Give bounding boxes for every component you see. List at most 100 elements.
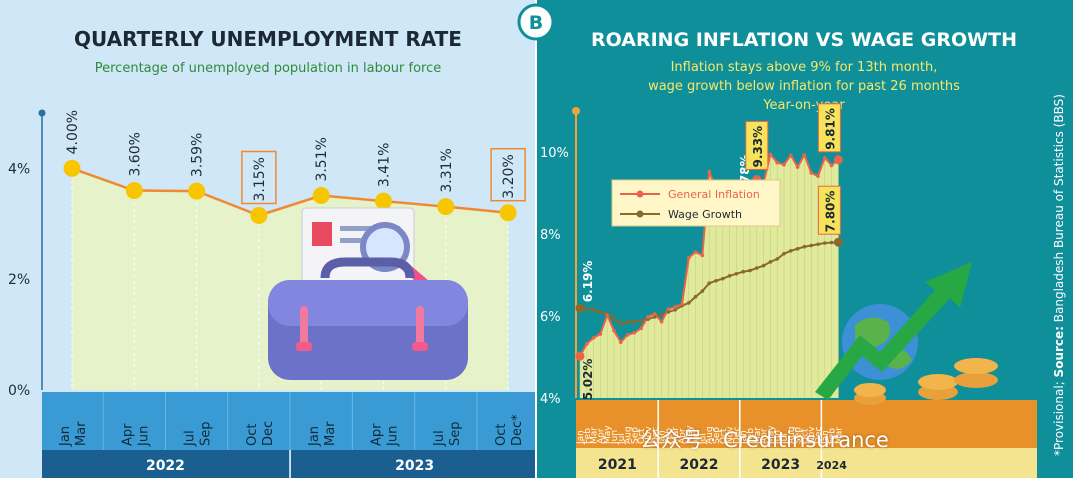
wage-growth-point [802, 244, 807, 249]
logo-letter: B [529, 12, 543, 34]
inflation-point [632, 331, 637, 335]
right-month-label: Apr [760, 428, 770, 444]
legend-box [611, 179, 781, 227]
right-month-label: Jul [780, 433, 790, 445]
inflation-point [666, 307, 671, 311]
growth-arrow-icon [815, 262, 972, 400]
left-x-tick-label: Jan [307, 426, 322, 447]
left-data-label: 3.31% [439, 148, 455, 192]
source-note: *Provisional; Source: Bangladesh Bureau … [1052, 94, 1066, 456]
right-month-label: Jan [739, 430, 749, 445]
wage-growth-point [666, 310, 671, 314]
left-data-point [437, 198, 455, 216]
left-data-point [125, 182, 143, 200]
right-month-label: Aug [624, 426, 634, 444]
annotation-label: 9.33% [751, 126, 765, 168]
inflation-point [639, 326, 643, 331]
wage-growth-point [625, 320, 630, 324]
left-x-tick-label: Sep [448, 421, 463, 446]
right-month-label: Mar [753, 427, 763, 444]
inflation-point [687, 255, 691, 260]
wage-growth-point [693, 294, 698, 299]
annotation-label: 5.02% [581, 359, 595, 401]
wage-growth-point [585, 307, 589, 311]
wage-growth-point [700, 289, 705, 293]
wage-growth-point [707, 281, 711, 286]
right-month-label: Jun [773, 430, 783, 445]
left-x-tick-label: Dec [261, 421, 276, 446]
wage-growth-point [673, 308, 677, 312]
left-x-tick-label: Apr [370, 423, 385, 446]
left-data-point [499, 204, 517, 222]
right-year-band [576, 448, 1037, 478]
coin-icon [854, 383, 886, 397]
right-y-axis-cap [572, 107, 580, 115]
left-data-label: 3.51% [314, 137, 330, 181]
wage-growth-point [714, 278, 718, 283]
inflation-point [789, 153, 793, 158]
right-y-tick-label: 6% [540, 310, 561, 325]
left-y-tick-label: 2% [8, 272, 30, 288]
globe-growth-illustration [815, 262, 998, 405]
wage-growth-point [591, 307, 596, 312]
wage-growth-point [789, 249, 793, 253]
wage-growth-point [741, 269, 745, 274]
left-x-tick-label: Jul [432, 430, 447, 447]
left-year-band [42, 450, 535, 478]
inflation-point [823, 155, 827, 160]
inflation-point [625, 333, 630, 337]
annotation-label: 7.80% [823, 191, 837, 233]
left-data-point [312, 187, 330, 205]
right-chart-subtitle-line2: wage growth below inflation for past 26 … [648, 79, 960, 94]
left-x-tick-label: Jul [183, 430, 198, 447]
left-year-label: 2022 [146, 458, 185, 474]
wage-growth-point [748, 268, 752, 273]
annotation-label: 9.81% [823, 108, 837, 150]
left-x-tick-label: Oct [245, 424, 260, 446]
legend-wage-label: Wage Growth [668, 208, 742, 221]
coin-icon [954, 372, 998, 388]
left-data-point [375, 192, 392, 210]
right-month-label: Dec [732, 427, 742, 444]
source-note-text: *Provisional; Source: Bangladesh Bureau … [1052, 94, 1066, 456]
wage-growth-point [829, 240, 834, 245]
right-month-label: Jul [698, 433, 708, 445]
document-red-block [312, 222, 332, 246]
left-x-tick-label: Sep [199, 421, 214, 446]
right-year-label: 2021 [598, 457, 637, 473]
right-month-label: Jul [617, 433, 627, 445]
right-month-label: Feb [746, 428, 756, 444]
left-x-tick-label: Mar [74, 421, 89, 446]
wage-growth-point [632, 319, 637, 324]
right-month-label: Feb [828, 428, 838, 444]
right-month-label: May [603, 425, 613, 444]
right-month-label: Nov [726, 426, 736, 444]
briefcase-buckle [296, 342, 312, 351]
inflation-point [605, 313, 609, 317]
right-month-label: Oct [719, 428, 729, 444]
right-month-label: Nov [644, 426, 654, 444]
annotation-highlight-box [745, 120, 769, 170]
right-month-label: Nov [807, 426, 817, 444]
legend-inflation-label: General Inflation [668, 188, 760, 201]
left-x-tick-label: Mar [323, 421, 338, 446]
left-y-tick-label: 4% [8, 161, 30, 177]
annotation-highlight-box [817, 185, 841, 235]
legend-wage-marker [636, 210, 644, 218]
wage-growth-point [721, 276, 725, 281]
left-data-label: 3.41% [377, 143, 393, 187]
right-month-label: Sep [712, 427, 722, 444]
left-x-tick-label: Dec* [510, 414, 525, 446]
wage-growth-point [598, 310, 603, 315]
right-month-band [576, 400, 1037, 448]
right-month-label: Oct [637, 428, 647, 444]
briefcase-handle [320, 257, 415, 279]
coin-icon [954, 358, 998, 374]
right-y-tick-label: 4% [540, 392, 561, 407]
left-x-tick-label: Apr [120, 423, 135, 446]
wage-growth-point [761, 263, 766, 268]
right-year-label: 2024 [816, 459, 847, 472]
inflation-point [700, 253, 705, 258]
inflation-point [680, 302, 684, 306]
